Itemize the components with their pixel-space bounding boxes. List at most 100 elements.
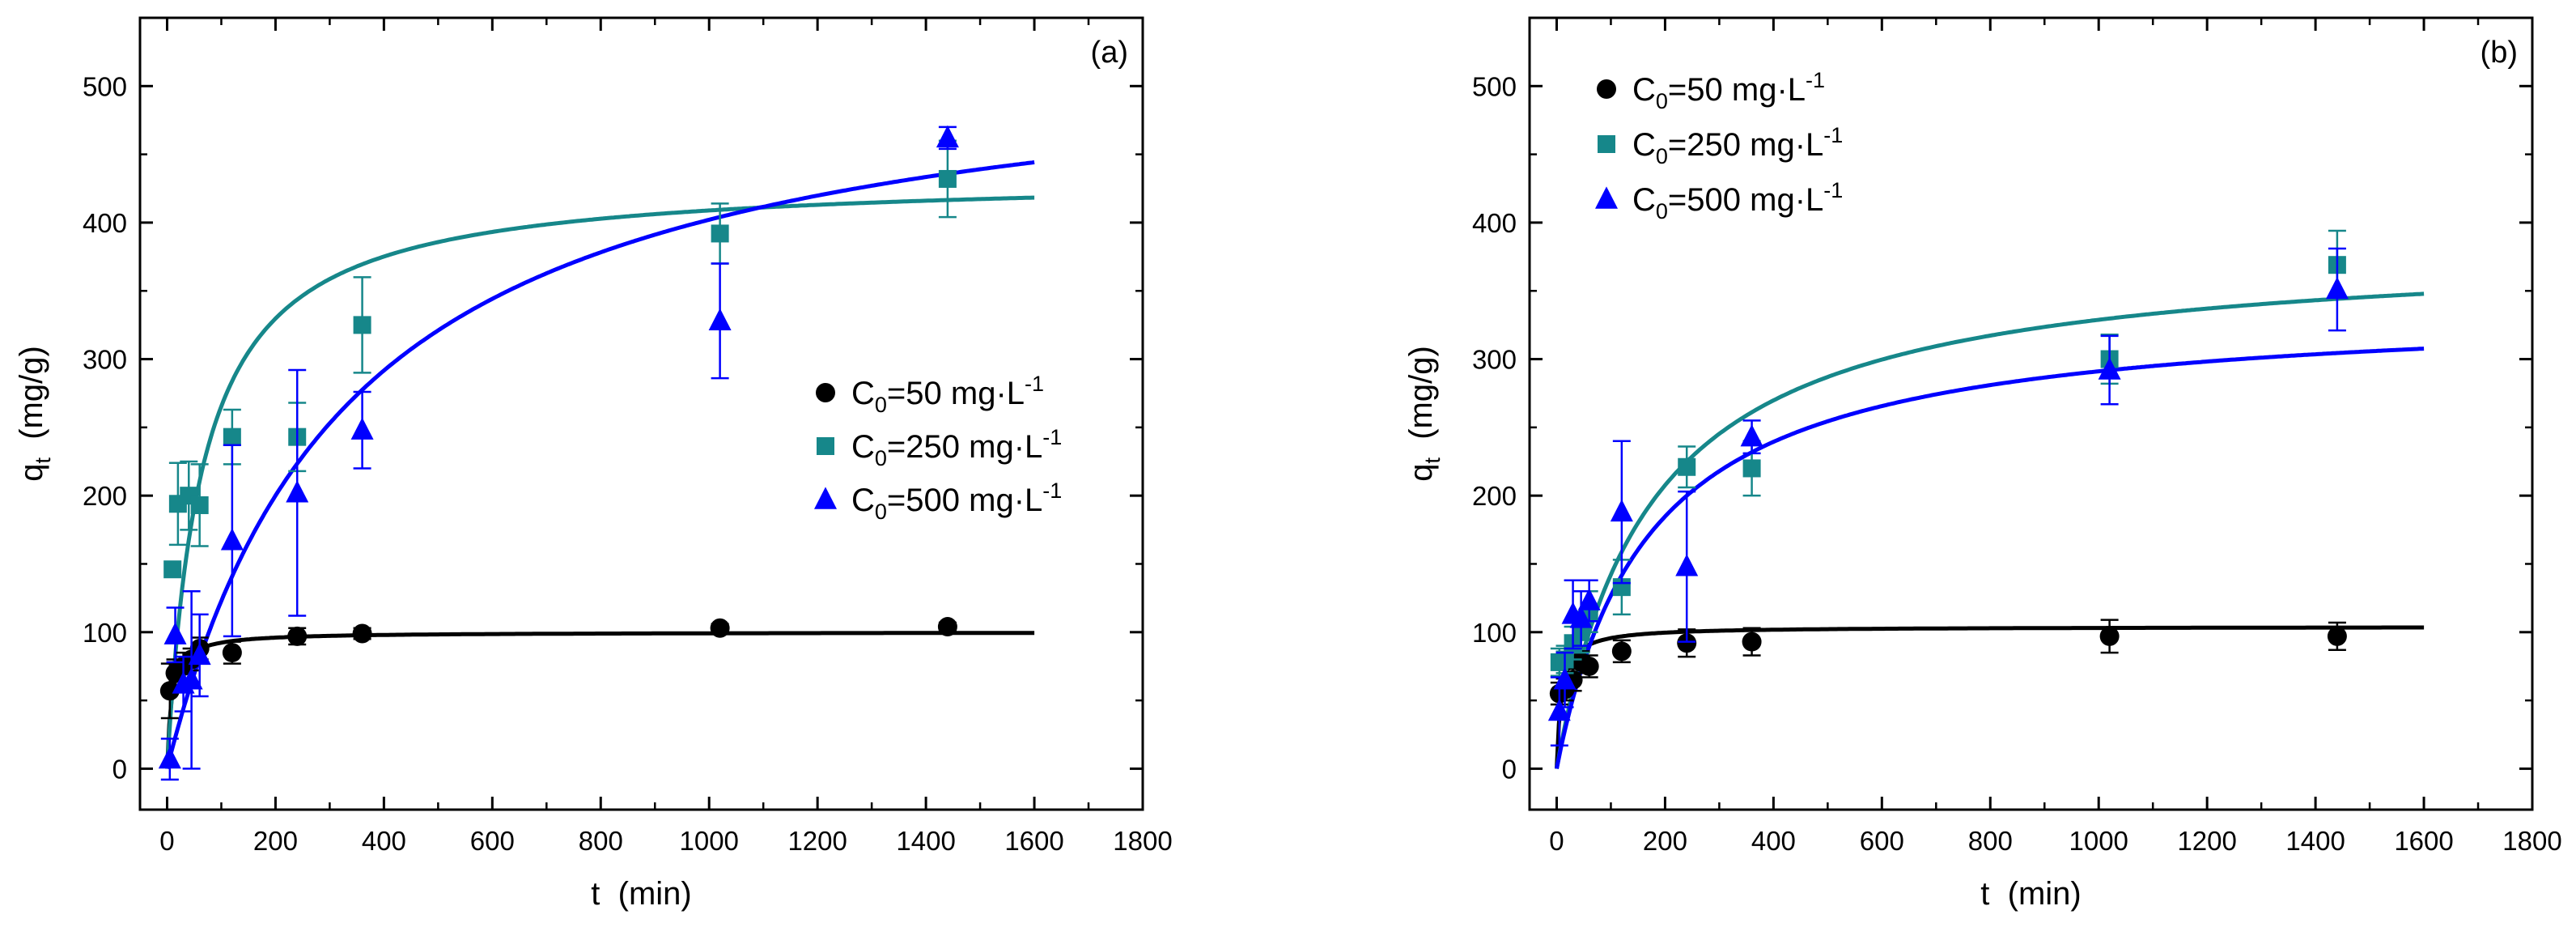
legend-label-text: =250 mg·L <box>887 429 1042 465</box>
x-tick-label: 1000 <box>2069 826 2128 856</box>
x-tick-label: 400 <box>362 826 406 856</box>
legend-label-text: =50 mg·L <box>887 376 1025 411</box>
data-point <box>1579 656 1599 676</box>
y-tick-label: 400 <box>83 208 127 238</box>
legend-label-symbol: C <box>1632 72 1656 108</box>
legend-label: C0=500 mg·L-1 <box>1632 178 1843 223</box>
y-tick-label: 400 <box>1472 208 1517 238</box>
y-tick-label: 100 <box>1472 618 1517 648</box>
x-tick-label: 1600 <box>1004 826 1063 856</box>
legend-label-superscript: -1 <box>1042 425 1062 449</box>
legend-label: C0=250 mg·L-1 <box>851 425 1062 470</box>
x-tick-label: 200 <box>1643 826 1687 856</box>
data-point <box>188 642 211 666</box>
legend-label-superscript: -1 <box>1025 372 1044 396</box>
data-point <box>287 626 308 646</box>
x-tick-label: 0 <box>159 826 174 856</box>
panel-label: (b) <box>2481 36 2518 70</box>
data-point <box>1742 459 1761 478</box>
data-point <box>1677 633 1697 653</box>
x-tick-label: 1000 <box>680 826 739 856</box>
data-point <box>2098 357 2121 380</box>
legend-label-symbol: C <box>851 429 875 465</box>
x-tick-label: 1400 <box>2285 826 2345 856</box>
data-point <box>710 618 730 638</box>
x-tick-label: 1400 <box>896 826 955 856</box>
x-tick-label: 600 <box>470 826 515 856</box>
legend-label-subscript: 0 <box>1656 199 1668 223</box>
legend-label-superscript: -1 <box>1042 479 1062 503</box>
data-point <box>936 125 959 148</box>
panel-label: (a) <box>1091 36 1128 70</box>
y-axis-title-unit: (mg/g) <box>14 346 49 457</box>
data-point <box>163 560 182 579</box>
data-point <box>1610 499 1633 522</box>
legend-label-symbol: C <box>1632 127 1656 163</box>
data-point <box>708 308 732 331</box>
data-point <box>1740 424 1763 447</box>
plot-frame <box>1528 16 2534 811</box>
x-axis-title: t (min) <box>591 876 691 912</box>
legend-label-subscript: 0 <box>1656 144 1668 168</box>
y-tick-label: 300 <box>1472 345 1517 375</box>
x-tick-label: 800 <box>1968 826 2013 856</box>
x-tick-label: 1200 <box>2177 826 2236 856</box>
y-axis-title: qt (mg/g) <box>1403 346 1445 482</box>
fit-curve <box>1555 625 2425 769</box>
data-point <box>1678 457 1696 476</box>
data-point <box>1547 698 1571 721</box>
legend-label-superscript: -1 <box>1823 178 1843 202</box>
data-point <box>937 617 957 637</box>
data-point <box>353 316 371 334</box>
x-tick-label: 200 <box>253 826 298 856</box>
legend-label: C0=250 mg·L-1 <box>1632 123 1843 168</box>
legend-label: C0=50 mg·L-1 <box>1632 68 1825 113</box>
legend-label-subscript: 0 <box>875 393 887 417</box>
data-point <box>350 417 374 440</box>
legend-marker <box>817 437 834 455</box>
data-point <box>223 427 241 446</box>
y-tick-label: 500 <box>1472 71 1517 101</box>
y-axis-title-symbol: q <box>14 464 49 482</box>
y-tick-label: 200 <box>83 481 127 511</box>
data-point <box>222 643 242 663</box>
data-point <box>163 622 187 644</box>
y-tick-label: 100 <box>83 618 127 648</box>
data-point <box>190 496 209 514</box>
y-axis-title-subscript: t <box>31 457 55 464</box>
data-point <box>1569 606 1593 628</box>
series-triangle <box>1547 247 2349 746</box>
legend: C0=50 mg·L-1C0=250 mg·L-1C0=500 mg·L-1 <box>814 372 1062 524</box>
data-point <box>1675 554 1699 576</box>
data-point <box>286 480 309 503</box>
legend-label: C0=50 mg·L-1 <box>851 372 1044 417</box>
fit-curve <box>165 160 1035 770</box>
x-tick-label: 0 <box>1549 826 1564 856</box>
data-point <box>938 169 957 188</box>
y-tick-label: 200 <box>1472 481 1517 511</box>
legend: C0=50 mg·L-1 C0=250 mg·L-1 C0=500 mg·L-1 <box>1595 68 1843 223</box>
x-tick-label: 800 <box>579 826 623 856</box>
legend-label-superscript: -1 <box>1823 123 1843 147</box>
data-point <box>2327 626 2347 646</box>
y-axis-title-symbol: q <box>1403 464 1439 482</box>
series-square <box>1550 229 2346 678</box>
data-point <box>711 224 729 243</box>
y-tick-label: 300 <box>83 345 127 375</box>
legend-label-symbol: C <box>851 483 875 518</box>
y-axis-title: qt (mg/g) <box>14 346 55 482</box>
data-point <box>1577 588 1601 610</box>
plot-frame <box>138 16 1144 811</box>
y-tick-label: 0 <box>1502 754 1517 784</box>
legend-label-subscript: 0 <box>875 446 887 470</box>
data-point <box>2099 626 2120 646</box>
data-point <box>1742 632 1762 652</box>
fit-curve <box>1555 347 2425 769</box>
x-tick-label: 600 <box>1860 826 1904 856</box>
legend-marker <box>1595 186 1618 209</box>
legend-marker <box>1598 135 1615 153</box>
x-tick-label: 1800 <box>2502 826 2561 856</box>
legend-label-subscript: 0 <box>1656 89 1668 113</box>
y-tick-label: 0 <box>112 754 127 784</box>
